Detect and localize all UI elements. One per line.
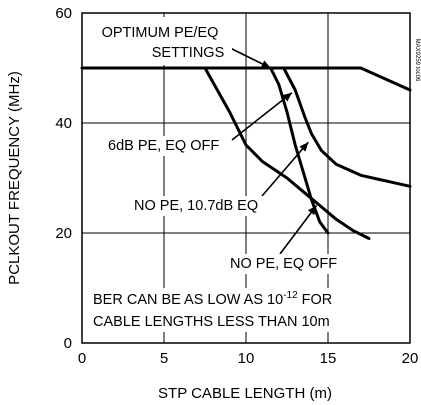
figure-id-label: MAX9259 toc06 [414, 39, 420, 82]
annotation-text: SETTINGS [152, 45, 225, 61]
series-line-no-pe-eq-off [282, 66, 412, 188]
curves [80, 66, 412, 240]
x-tick-label: 20 [402, 350, 419, 367]
x-tick-label: 0 [78, 350, 86, 367]
y-tick-label: 60 [55, 5, 72, 22]
y-tick-labels: 0 20 40 60 [55, 5, 72, 352]
annotation-text: NO PE, EQ OFF [230, 256, 337, 272]
x-tick-label: 15 [320, 350, 337, 367]
annotation-no-pe-eq-off: NO PE, EQ OFF [226, 254, 350, 274]
y-axis-title: PCLKOUT FREQUENCY (MHz) [6, 71, 23, 285]
series-line-no-pe-10-7db-eq [269, 66, 330, 235]
y-tick-label: 0 [64, 335, 72, 352]
x-tick-label: 5 [160, 350, 168, 367]
arrowhead [282, 92, 292, 102]
leader-line [279, 205, 318, 255]
annotation-optimum: OPTIMUM PE/EQ SETTINGS [86, 17, 232, 65]
leader-line [231, 92, 293, 141]
series-line-optimum-pe-eq-settings [80, 66, 412, 92]
x-axis-title: STP CABLE LENGTH (m) [158, 385, 332, 402]
annotation-text: 6dB PE, EQ OFF [108, 138, 219, 154]
arrowhead [307, 205, 317, 216]
annotation-leaders [221, 43, 318, 255]
plot-border [81, 12, 411, 344]
annotation-ber: BER CAN BE AS LOW AS 10-12 FOR CABLE LEN… [88, 288, 360, 332]
series-line-6db-pe-eq-off [203, 66, 371, 240]
annotation-text: NO PE, 10.7dB EQ [134, 198, 258, 214]
y-tick-label: 40 [55, 115, 72, 132]
x-tick-label: 10 [238, 350, 255, 367]
leader-line [261, 141, 309, 197]
annotation-text: BER CAN BE AS LOW AS 10-12 FOR [93, 290, 332, 308]
arrowhead [299, 142, 309, 152]
annotation-text: CABLE LENGTHS LESS THAN 10m [93, 314, 330, 330]
x-tick-labels: 0 5 10 15 20 [78, 350, 419, 367]
plot-frame [81, 12, 411, 344]
annotation-6db-pe: 6dB PE, EQ OFF [104, 136, 230, 156]
annotation-no-pe-10-7: NO PE, 10.7dB EQ [130, 196, 280, 216]
annotation-text: OPTIMUM PE/EQ [102, 25, 219, 41]
arrowhead [260, 60, 271, 68]
y-tick-label: 20 [55, 225, 72, 242]
